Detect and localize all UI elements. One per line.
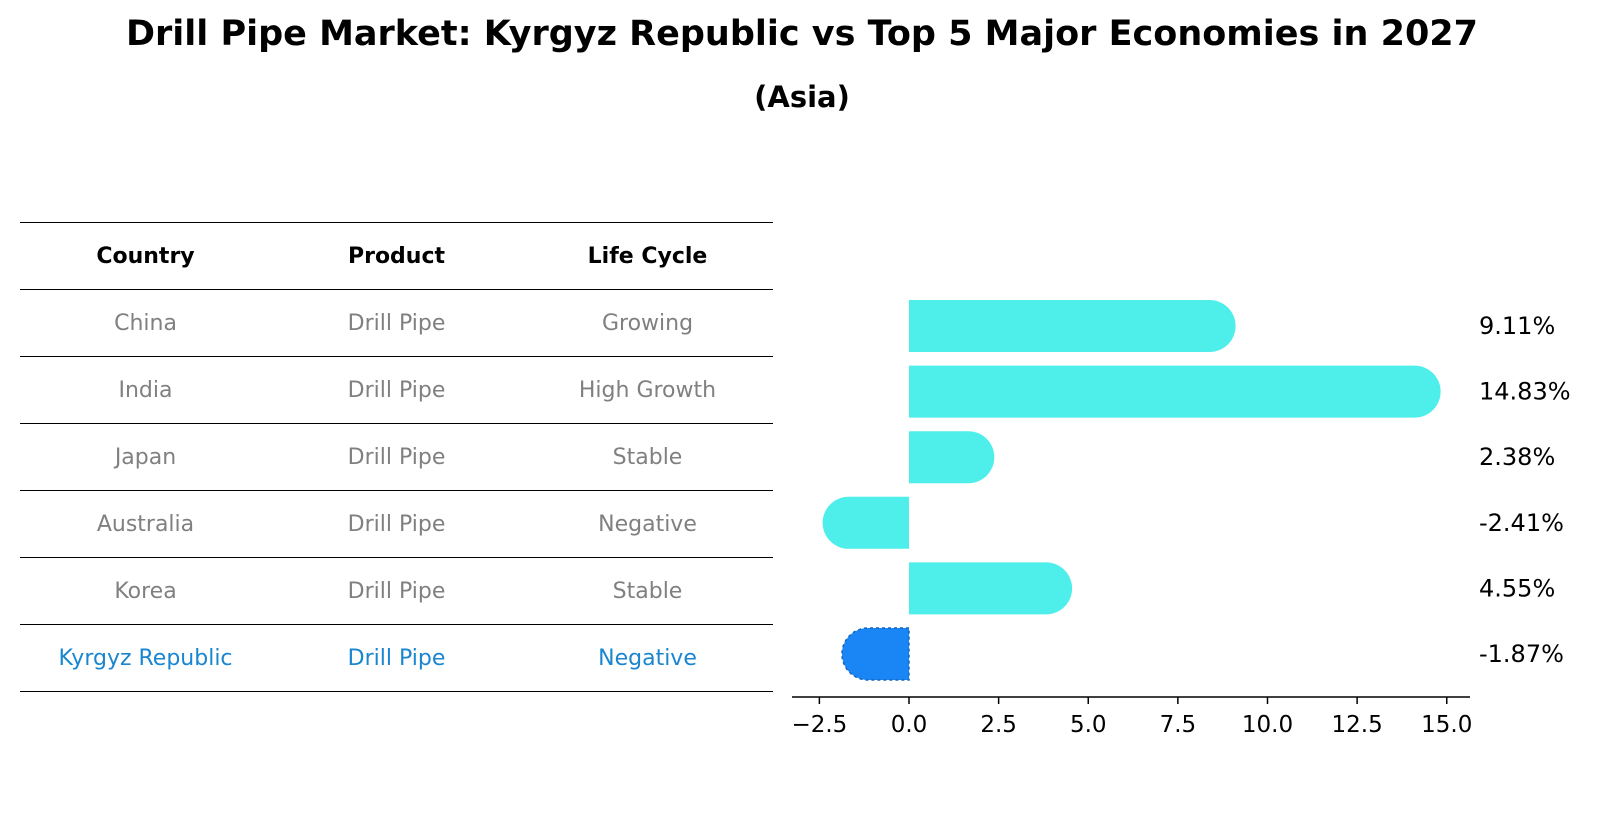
market-table-container: Country Product Life Cycle China Drill P… <box>20 222 773 692</box>
cell-country: Korea <box>20 557 271 625</box>
table-row: India Drill Pipe High Growth <box>20 356 773 424</box>
bars-group <box>822 300 1441 681</box>
header-life-cycle: Life Cycle <box>522 222 773 290</box>
bar-japan <box>909 431 995 484</box>
cell-life-cycle: Stable <box>522 557 773 625</box>
cell-product: Drill Pipe <box>271 490 522 558</box>
cell-country: China <box>20 289 271 357</box>
bar-india <box>909 365 1441 418</box>
x-tick-label: 0.0 <box>891 712 928 738</box>
cell-life-cycle: Stable <box>522 423 773 491</box>
data-label-korea: 4.55% <box>1479 574 1555 602</box>
x-tick-label: 12.5 <box>1332 712 1383 738</box>
header-product: Product <box>271 222 522 290</box>
table-row: Japan Drill Pipe Stable <box>20 423 773 491</box>
table-header-row: Country Product Life Cycle <box>20 222 773 290</box>
cell-country: Australia <box>20 490 271 558</box>
table-row: Korea Drill Pipe Stable <box>20 557 773 625</box>
x-tick-label: 7.5 <box>1160 712 1197 738</box>
market-table: Country Product Life Cycle China Drill P… <box>20 222 773 692</box>
x-tick-label: 10.0 <box>1242 712 1293 738</box>
x-tick-label: 15.0 <box>1421 712 1472 738</box>
cell-life-cycle: Negative <box>522 490 773 558</box>
cell-product: Drill Pipe <box>271 557 522 625</box>
header-country: Country <box>20 222 271 290</box>
x-tick-label: −2.5 <box>791 712 847 738</box>
cell-product: Drill Pipe <box>271 289 522 357</box>
data-label-india: 14.83% <box>1479 378 1571 406</box>
bar-china <box>909 300 1236 352</box>
cell-country: Kyrgyz Republic <box>20 624 271 692</box>
bar-australia <box>822 496 909 549</box>
data-label-japan: 2.38% <box>1479 443 1555 471</box>
cell-country: India <box>20 356 271 424</box>
cell-country: Japan <box>20 423 271 491</box>
data-label-australia: -2.41% <box>1479 509 1564 537</box>
cell-life-cycle: High Growth <box>522 356 773 424</box>
cell-product: Drill Pipe <box>271 423 522 491</box>
data-labels: 9.11% 14.83% 2.38% -2.41% 4.55% -1.87% <box>1479 312 1571 668</box>
cell-life-cycle: Growing <box>522 289 773 357</box>
table-row-highlight: Kyrgyz Republic Drill Pipe Negative <box>20 624 773 692</box>
cell-product: Drill Pipe <box>271 624 522 692</box>
table-row: Australia Drill Pipe Negative <box>20 490 773 558</box>
chart-subtitle: (Asia) <box>754 80 850 114</box>
chart-title: Drill Pipe Market: Kyrgyz Republic vs To… <box>125 14 1479 54</box>
data-label-china: 9.11% <box>1479 312 1555 340</box>
data-label-kyrgyz-republic: -1.87% <box>1479 640 1564 668</box>
table-row: China Drill Pipe Growing <box>20 289 773 357</box>
x-tick-label: 5.0 <box>1070 712 1107 738</box>
bar-korea <box>909 562 1073 615</box>
x-axis-ticks: −2.5 0.0 2.5 5.0 7.5 10.0 12.5 15.0 <box>791 697 1472 738</box>
x-tick-label: 2.5 <box>980 712 1017 738</box>
cell-product: Drill Pipe <box>271 356 522 424</box>
cell-life-cycle: Negative <box>522 624 773 692</box>
bar-kyrgyz-republic <box>841 627 910 681</box>
